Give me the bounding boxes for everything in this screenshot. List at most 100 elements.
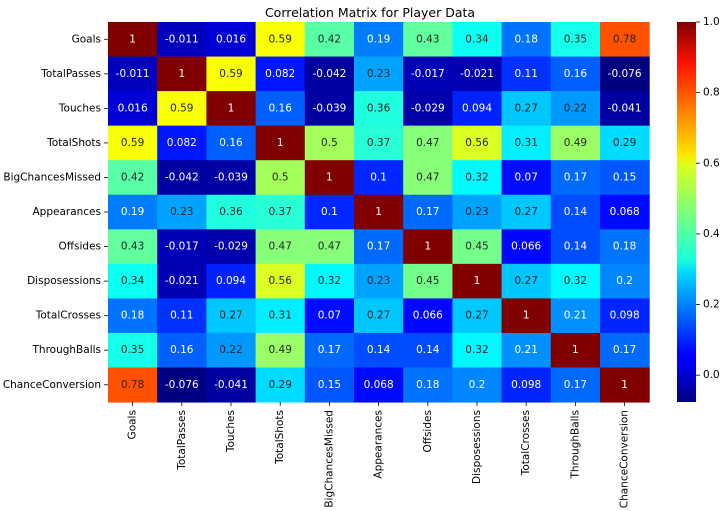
cell-value-label: 0.56 xyxy=(269,275,293,287)
colorbar-tick-label: 0.2 xyxy=(703,299,720,311)
cell-value-label: 0.56 xyxy=(465,137,489,149)
heatmap-cell xyxy=(157,194,207,230)
y-tick-label: Offsides xyxy=(59,241,101,253)
heatmap-cell xyxy=(452,194,503,230)
y-tick-label: Disposessions xyxy=(27,275,101,287)
heatmap-cell xyxy=(255,263,306,299)
cell-value-label: 0.17 xyxy=(564,379,587,391)
heatmap-cell xyxy=(452,91,503,127)
heatmap-cell xyxy=(600,194,650,230)
heatmap-cell xyxy=(157,298,207,334)
heatmap-cell xyxy=(403,298,453,334)
x-tick-label: BigChancesMissed xyxy=(323,410,335,508)
cell-value-label: 0.16 xyxy=(219,137,243,149)
cell-value-label: 0.19 xyxy=(367,33,390,45)
cell-value-label: 0.22 xyxy=(564,102,587,114)
cell-value-label: 0.11 xyxy=(170,310,193,322)
heatmap-cell xyxy=(304,298,355,334)
x-tick-label: TotalCrosses xyxy=(520,410,532,476)
heatmap-cell xyxy=(403,91,453,127)
cell-value-label: 0.31 xyxy=(269,310,292,322)
cell-value-label: 0.59 xyxy=(269,33,292,45)
cell-value-label: 1 xyxy=(474,275,481,287)
cell-value-label: 0.094 xyxy=(462,102,492,114)
cell-value-label: 0.29 xyxy=(613,137,636,149)
heatmap-cell xyxy=(157,332,207,368)
y-tick-label: TotalShots xyxy=(46,137,101,149)
cell-value-label: 0.22 xyxy=(219,344,242,356)
cell-value-label: 0.47 xyxy=(416,171,439,183)
cell-value-label: -0.017 xyxy=(411,68,445,80)
heatmap-cell xyxy=(600,298,650,334)
cell-value-label: 0.35 xyxy=(121,344,144,356)
heatmap-cell xyxy=(452,229,503,265)
heatmap-cell xyxy=(452,160,503,196)
cell-value-label: 0.23 xyxy=(170,206,193,218)
cell-value-label: 0.45 xyxy=(416,275,439,287)
heatmap-cell xyxy=(304,332,355,368)
heatmap-cell xyxy=(108,91,158,127)
heatmap-cell xyxy=(600,263,650,299)
cell-value-label: 0.5 xyxy=(272,171,289,183)
cell-value-label: 0.27 xyxy=(465,310,488,322)
colorbar-tick-label: 0.6 xyxy=(703,157,720,169)
heatmap-cell xyxy=(452,367,503,403)
cell-value-label: 1 xyxy=(572,344,579,356)
cell-value-label: 0.37 xyxy=(367,137,390,149)
cell-value-label: 0.16 xyxy=(564,68,588,80)
heatmap-cell xyxy=(304,263,355,299)
y-axis-labels: Goals TotalPasses Touches TotalShots BigChan… xyxy=(3,33,108,391)
heatmap-cell xyxy=(550,194,601,230)
heatmap-cell xyxy=(304,125,355,161)
heatmap-cell xyxy=(255,160,306,196)
heatmap-cell xyxy=(600,332,650,368)
cell-value-label: 0.15 xyxy=(613,171,636,183)
heatmap-cell xyxy=(108,194,158,230)
cell-value-label: 1 xyxy=(326,171,333,183)
cell-value-label: 0.35 xyxy=(564,33,587,45)
cell-value-label: 1 xyxy=(129,33,136,45)
y-tick-label: TotalCrosses xyxy=(35,310,101,322)
heatmap-cell xyxy=(403,56,453,92)
cell-value-label: 0.18 xyxy=(515,33,538,45)
cell-value-label: 0.14 xyxy=(416,344,440,356)
cell-value-label: 0.43 xyxy=(121,241,144,253)
heatmap-cell xyxy=(255,332,306,368)
heatmap-cell xyxy=(157,22,207,58)
cell-value-label: 0.36 xyxy=(367,102,391,114)
heatmap-cell xyxy=(206,22,257,58)
heatmap-cell xyxy=(108,160,158,196)
heatmap-cell xyxy=(206,56,257,92)
heatmap-cell xyxy=(550,160,601,196)
heatmap-cell xyxy=(501,22,552,58)
cell-value-label: 0.15 xyxy=(318,379,341,391)
y-tick-label: Touches xyxy=(58,102,101,114)
cell-value-label: 0.31 xyxy=(515,137,538,149)
cell-value-label: -0.039 xyxy=(214,171,248,183)
cell-value-label: 0.23 xyxy=(367,68,390,80)
heatmap-cell xyxy=(452,22,503,58)
x-tick-label: Appearances xyxy=(373,410,385,479)
heatmap-cell xyxy=(501,194,552,230)
heatmap-cell xyxy=(354,125,404,161)
cell-value-label: -0.021 xyxy=(460,68,494,80)
cell-value-label: 0.1 xyxy=(370,171,387,183)
cell-value-label: 0.2 xyxy=(616,275,633,287)
cell-value-label: 0.23 xyxy=(465,206,488,218)
colorbar-tick-label: 0.8 xyxy=(703,87,720,99)
heatmap-cell xyxy=(206,229,257,265)
cell-value-label: 0.11 xyxy=(515,68,538,80)
cell-value-label: -0.039 xyxy=(312,102,346,114)
cell-value-label: 1 xyxy=(523,310,530,322)
cell-value-label: 0.18 xyxy=(416,379,439,391)
cell-value-label: 0.5 xyxy=(321,137,338,149)
heatmap-cell xyxy=(452,298,503,334)
cell-value-label: 0.098 xyxy=(610,310,640,322)
heatmap-cell xyxy=(452,332,503,368)
cell-value-label: 0.1 xyxy=(321,206,338,218)
heatmap-cell xyxy=(452,56,503,92)
cell-value-label: 0.17 xyxy=(416,206,439,218)
heatmap-cell xyxy=(255,229,306,265)
x-tick-label: Goals xyxy=(127,410,139,439)
